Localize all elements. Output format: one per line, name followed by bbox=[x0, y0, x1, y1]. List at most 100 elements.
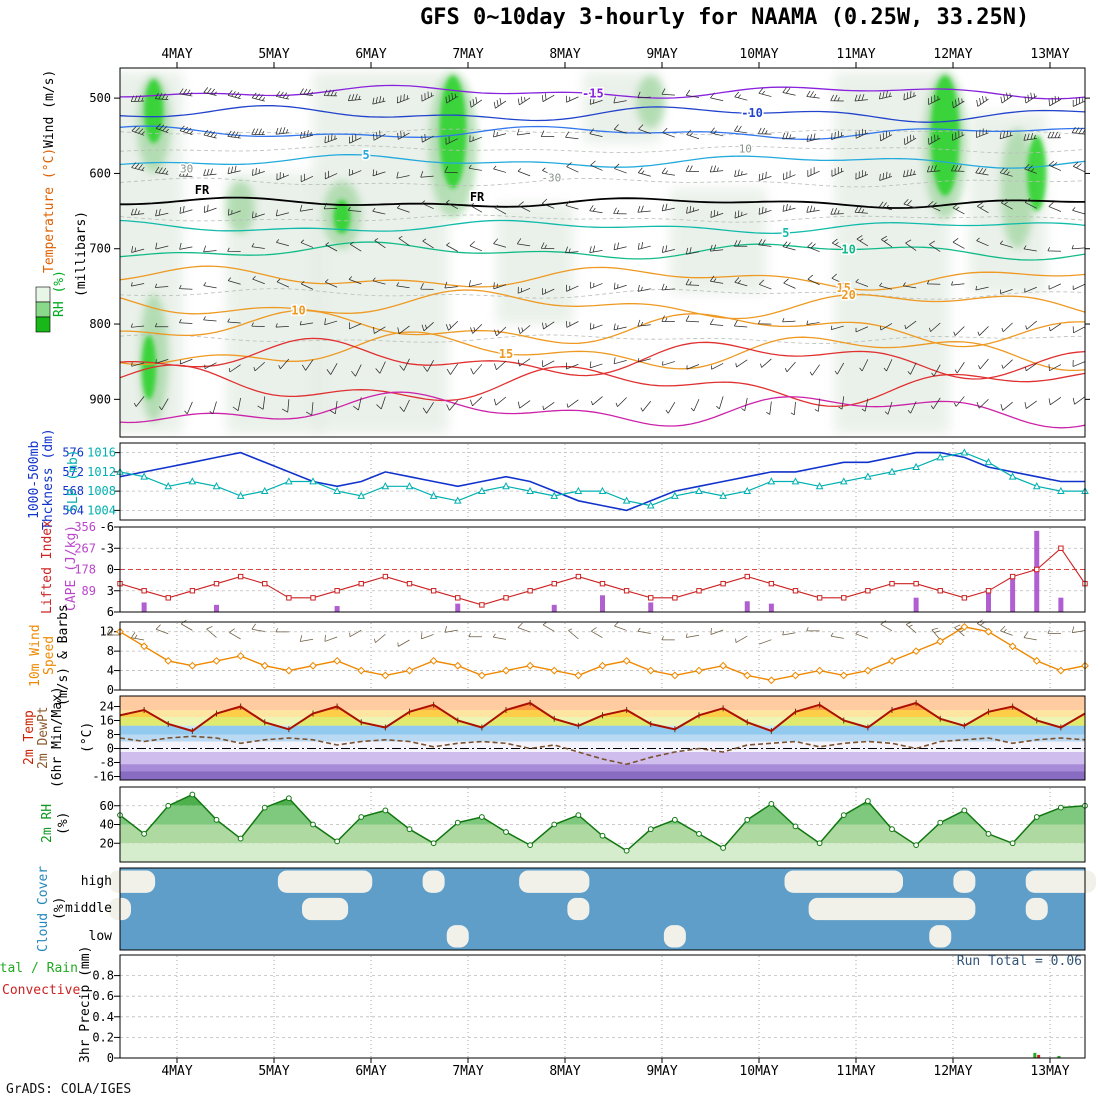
li-tick: 3 bbox=[107, 584, 114, 598]
wind-barb bbox=[1025, 363, 1037, 372]
marker bbox=[1033, 814, 1040, 820]
wind-barb bbox=[931, 364, 941, 377]
wind-barb bbox=[155, 123, 169, 134]
marker bbox=[333, 486, 341, 495]
marker bbox=[863, 666, 872, 675]
wind-barb bbox=[1024, 286, 1037, 293]
wind-barb bbox=[154, 283, 169, 288]
label-10m-speed: Speed bbox=[42, 635, 57, 675]
wind-barb bbox=[709, 275, 724, 284]
temp-tick: -8 bbox=[100, 756, 114, 770]
wind-barb bbox=[759, 639, 772, 645]
wind-barb bbox=[399, 358, 410, 371]
chart-shape bbox=[120, 154, 1085, 169]
wind-barb bbox=[179, 88, 193, 97]
wind-barb bbox=[347, 93, 362, 102]
wind-barb bbox=[1071, 626, 1086, 634]
wind-barb bbox=[184, 401, 193, 415]
wind-tick: 0 bbox=[107, 683, 114, 697]
wind-barb bbox=[758, 319, 772, 325]
wind-barb bbox=[542, 360, 555, 368]
marker bbox=[985, 588, 992, 594]
wind-barb bbox=[999, 240, 1013, 248]
wind-barb bbox=[203, 316, 217, 322]
wind-barb bbox=[566, 95, 579, 103]
rh-shade-light bbox=[313, 71, 449, 434]
wind-barb bbox=[758, 88, 772, 97]
wind-barb bbox=[227, 90, 242, 100]
wind-barb bbox=[782, 132, 796, 140]
wind-barb bbox=[926, 165, 941, 173]
marker bbox=[743, 486, 752, 495]
label-temperature-axis: Temperature (°C) bbox=[42, 147, 57, 273]
wind-barb bbox=[766, 401, 772, 415]
wind-barb bbox=[373, 326, 386, 334]
wind-barb bbox=[665, 401, 676, 414]
wind-barb bbox=[468, 164, 482, 171]
wind-barb bbox=[760, 358, 772, 368]
wind-barb bbox=[855, 278, 869, 287]
wind-barb bbox=[638, 124, 651, 134]
wind-barb bbox=[926, 280, 941, 285]
wind-barb bbox=[421, 91, 434, 102]
wind-barb bbox=[735, 635, 748, 643]
marker bbox=[768, 800, 775, 807]
rh-colorbar-cell bbox=[35, 316, 51, 333]
wind-barb bbox=[685, 633, 700, 638]
marker bbox=[768, 580, 775, 587]
day-label-top: 11MAY bbox=[836, 47, 875, 62]
wind-barb bbox=[685, 278, 700, 286]
marker bbox=[937, 588, 943, 594]
wind-barb bbox=[854, 93, 868, 102]
marker bbox=[357, 491, 366, 499]
wind-barb bbox=[420, 170, 434, 178]
chart-shape bbox=[119, 451, 1085, 507]
wind-barb bbox=[709, 318, 724, 326]
wind-barb bbox=[1071, 245, 1085, 250]
wind-barb bbox=[709, 165, 724, 173]
wind-barb bbox=[468, 633, 482, 638]
wind-barb bbox=[349, 133, 362, 144]
label-3hr-precip: 3hr Precip (mm) bbox=[78, 945, 93, 1063]
wind-barb bbox=[784, 361, 796, 373]
day-label-top: 4MAY bbox=[161, 47, 192, 62]
marker bbox=[550, 666, 559, 675]
marker bbox=[429, 656, 438, 665]
wind-barb bbox=[1071, 126, 1085, 135]
wind-barb bbox=[590, 160, 603, 171]
wind-barb bbox=[568, 628, 579, 640]
cape-bar bbox=[768, 603, 774, 612]
label-degc: (°C) bbox=[80, 721, 95, 753]
wind-barb bbox=[229, 628, 241, 640]
wind-barb bbox=[422, 238, 434, 249]
wind-barb bbox=[251, 92, 266, 102]
wind-barb bbox=[832, 238, 844, 250]
wind-barb bbox=[907, 401, 917, 414]
wind-barb bbox=[517, 286, 531, 294]
panel-border bbox=[119, 954, 1086, 1059]
wind-barb bbox=[470, 364, 483, 375]
wind-barb bbox=[396, 204, 410, 213]
chart-shape bbox=[119, 701, 1086, 733]
wind-barb bbox=[879, 131, 893, 142]
marker bbox=[527, 588, 533, 594]
wind-barb bbox=[856, 235, 869, 247]
wind-barb bbox=[324, 318, 338, 326]
wind-barb bbox=[206, 625, 217, 638]
marker bbox=[334, 838, 341, 845]
marker bbox=[671, 491, 679, 499]
chart-shape bbox=[120, 105, 1085, 123]
wind-barb bbox=[275, 323, 289, 328]
wind-barb bbox=[444, 281, 458, 289]
marker bbox=[1057, 804, 1064, 811]
wind-barb bbox=[637, 358, 651, 363]
wind-barb bbox=[661, 167, 675, 176]
marker bbox=[720, 580, 726, 587]
cape-bar bbox=[600, 595, 605, 612]
wind-barb bbox=[613, 207, 627, 215]
wind-barb bbox=[931, 627, 941, 640]
wind-barb bbox=[782, 317, 796, 323]
wind-barb bbox=[662, 127, 676, 138]
label-total-rain: Total / Rain bbox=[0, 961, 78, 976]
